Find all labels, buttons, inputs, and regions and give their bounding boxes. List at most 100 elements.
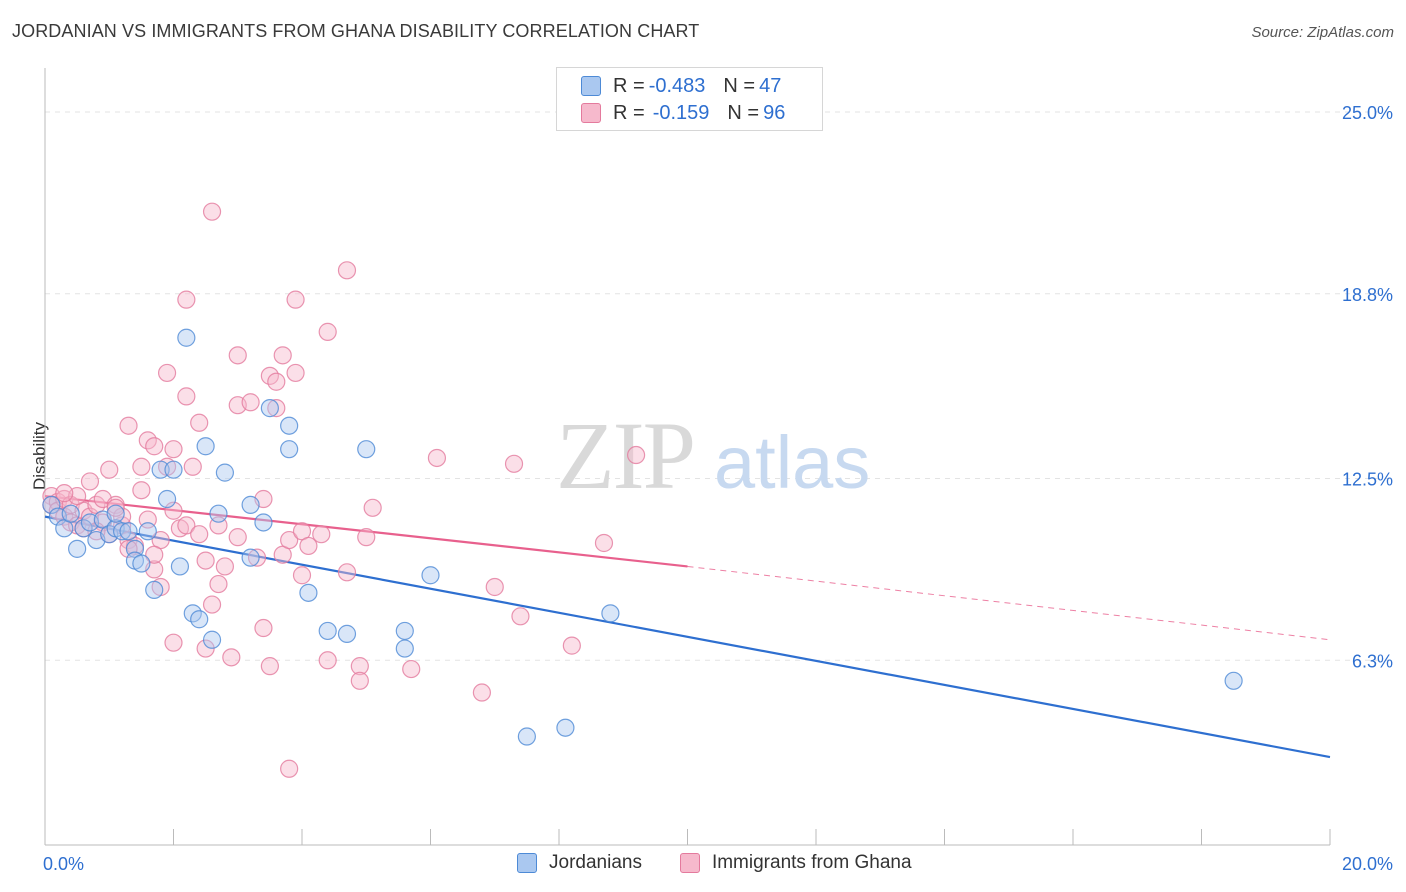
axes <box>44 68 1331 846</box>
ghana-point <box>286 290 305 309</box>
ghana-point <box>350 671 369 690</box>
legend-swatch-blue <box>581 76 601 96</box>
ghana-point <box>562 636 581 655</box>
ghana-point <box>177 387 196 406</box>
jordanian-point <box>202 630 222 649</box>
ghana-point <box>350 657 369 676</box>
legend-swatch-pink <box>581 103 601 123</box>
jordanian-point <box>395 621 414 641</box>
x-tick-label: 20.0% <box>1342 854 1393 874</box>
jordanian-point <box>145 580 164 600</box>
ghana-point <box>267 399 286 418</box>
ghana-point <box>215 557 234 576</box>
watermark-atlas: atlas <box>714 421 870 504</box>
legend-n-label: N = <box>727 101 760 124</box>
ghana-point <box>145 437 164 456</box>
ghana-point <box>626 445 646 465</box>
jordanian-point <box>517 727 536 746</box>
jordanian-point <box>556 718 575 737</box>
ghana-point <box>485 577 504 597</box>
legend-r-label: R = <box>613 74 645 97</box>
jordanian-point <box>61 504 80 523</box>
ghana-point <box>337 563 357 582</box>
jordanian-point <box>1224 671 1243 690</box>
ghana-point <box>132 481 151 500</box>
ghana-point <box>273 346 292 365</box>
ghana-point <box>209 574 228 594</box>
jordanian-point <box>299 583 318 602</box>
ghana-point <box>202 595 222 614</box>
jordanian-point <box>260 399 279 418</box>
legend-swatch-blue <box>517 853 537 873</box>
ghana-point <box>472 683 491 702</box>
y-tick-label: 12.5% <box>1342 469 1393 489</box>
jordanian-point <box>215 463 234 482</box>
chart-title: JORDANIAN VS IMMIGRANTS FROM GHANA DISAB… <box>12 21 700 41</box>
jordanian-point <box>170 557 190 576</box>
jordanian-point <box>177 328 196 347</box>
ghana-point <box>106 498 125 517</box>
legend-label-ghana: Immigrants from Ghana <box>711 852 912 873</box>
legend-n-value: 96 <box>763 101 786 124</box>
gridlines <box>45 111 1390 661</box>
ghana-point <box>247 548 267 567</box>
jordanian-point <box>106 504 125 523</box>
legend-swatch-pink <box>679 853 700 873</box>
ghana-point <box>132 457 151 476</box>
jordanian-point <box>112 522 132 541</box>
jordanian-point <box>241 495 260 514</box>
ghana-point <box>280 759 299 778</box>
jordanian-trend-line <box>44 515 1331 759</box>
ghana-point <box>267 372 286 391</box>
legend-r-value: -0.159 <box>652 101 710 124</box>
legend-r-label: R = <box>613 101 645 124</box>
jordanian-point <box>42 495 61 514</box>
jordanian-point <box>119 522 138 541</box>
data-points <box>42 202 1243 778</box>
legend-item-jordanians[interactable]: Jordanians <box>517 852 642 874</box>
ghana-trend-extension <box>687 565 1331 641</box>
ghana-point <box>177 516 196 535</box>
ghana-point <box>402 659 421 679</box>
ghana-point <box>260 657 279 676</box>
jordanian-point <box>395 639 414 658</box>
ghana-point <box>183 457 202 476</box>
legend-item-ghana[interactable]: Immigrants from Ghana <box>679 852 912 874</box>
ghana-point <box>312 525 331 544</box>
jordanian-point <box>164 460 183 479</box>
ghana-point <box>202 202 222 221</box>
legend-r-value: -0.483 <box>648 74 706 97</box>
jordanian-point <box>151 460 170 479</box>
jordanian-point <box>138 522 157 541</box>
ghana-point <box>164 501 183 520</box>
tick-labels: 6.3% 12.5% 18.8% 25.0% 0.0% 20.0% <box>43 103 1393 874</box>
ghana-point <box>292 566 312 585</box>
jordanian-point <box>421 566 440 585</box>
jordanian-point <box>68 539 87 558</box>
ghana-point <box>190 525 209 544</box>
jordanian-point <box>357 440 376 459</box>
ghana-point <box>196 551 215 570</box>
ghana-point <box>254 618 273 638</box>
y-tick-label: 25.0% <box>1342 103 1393 123</box>
y-tick-label: 6.3% <box>1352 651 1393 671</box>
series-legend: Jordanians Immigrants from Ghana <box>517 852 950 874</box>
ghana-point <box>164 633 183 652</box>
ghana-point <box>164 440 183 459</box>
watermark: ZIP atlas <box>556 402 870 509</box>
legend-n-label: N = <box>723 74 756 97</box>
jordanian-point <box>132 554 151 573</box>
ghana-point <box>286 363 305 383</box>
ghana-point <box>318 651 337 670</box>
ghana-point <box>100 460 119 479</box>
ghana-point <box>594 533 614 553</box>
jordanian-point <box>280 440 299 459</box>
jordanian-point <box>196 437 215 456</box>
jordanian-point <box>337 624 357 643</box>
ghana-point <box>55 484 74 503</box>
ghana-point <box>80 472 100 491</box>
ghana-point <box>363 498 382 517</box>
ghana-point <box>357 528 376 547</box>
jordanian-point <box>209 504 228 523</box>
ghana-point <box>228 528 247 547</box>
